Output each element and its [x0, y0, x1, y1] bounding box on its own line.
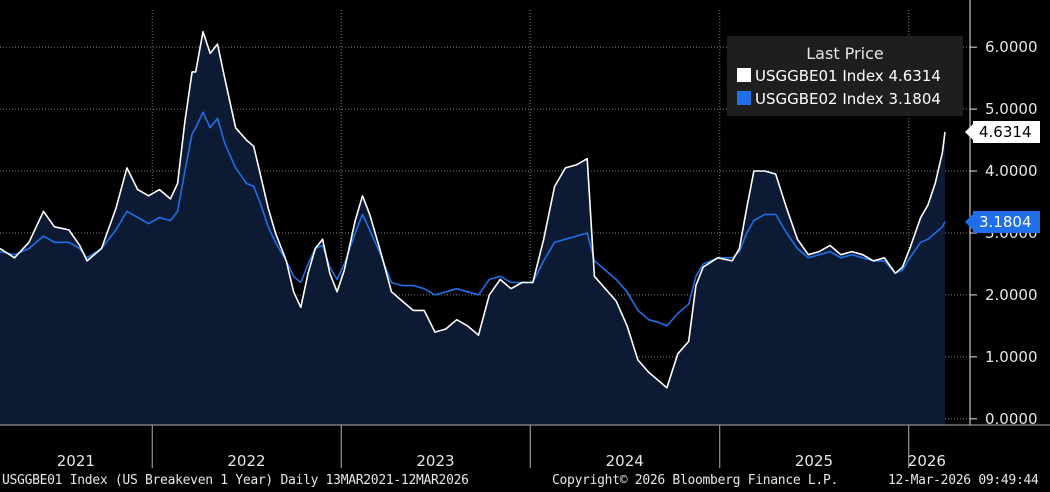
- x-tick-label: 2026: [908, 452, 946, 470]
- legend-value: 4.6314: [888, 67, 941, 85]
- axes: 2021 2022 2023 2024 2025 2026 0.0000 1.0000 2.00…: [0, 0, 1050, 470]
- legend-label: USGGBE01 Index: [755, 67, 884, 85]
- x-tick-label: 2021: [57, 452, 95, 470]
- y-tick-label: 2.0000: [985, 286, 1038, 304]
- last-value-tag-usggbe02: 3.1804: [965, 210, 1040, 233]
- y-tick-label: 6.0000: [985, 38, 1038, 56]
- x-tick-label: 2022: [227, 452, 265, 470]
- legend-label: USGGBE02 Index: [755, 90, 884, 108]
- legend: Last Price USGGBE01 Index 4.6314 USGGBE0…: [727, 36, 963, 116]
- area-under-usggbe01: [0, 31, 945, 425]
- footer-copyright: Copyright© 2026 Bloomberg Finance L.P.: [552, 473, 839, 488]
- last-value-tag-usggbe01: 4.6314: [965, 120, 1040, 143]
- y-tick-label: 5.0000: [985, 100, 1038, 118]
- series-line-usggbe02: [0, 111, 946, 327]
- area-fill: [0, 31, 945, 425]
- x-tick-label: 2024: [606, 452, 644, 470]
- legend-swatch-white: [737, 68, 751, 82]
- x-tick-label: 2025: [795, 452, 833, 470]
- y-tick-label: 0.0000: [985, 410, 1038, 428]
- y-tick-label: 1.0000: [985, 348, 1038, 366]
- legend-item-usggbe02: USGGBE02 Index 3.1804: [737, 90, 941, 108]
- legend-value: 3.1804: [888, 90, 941, 108]
- legend-title: Last Price: [806, 44, 884, 63]
- footer-description: USGGBE01 Index (US Breakeven 1 Year) Dai…: [2, 473, 469, 488]
- series-line-usggbe01: [0, 30, 946, 389]
- x-tick-label: 2023: [416, 452, 454, 470]
- legend-swatch-blue: [737, 91, 751, 105]
- footer-timestamp: 12-Mar-2026 09:49:44: [888, 473, 1039, 488]
- y-tick-label: 4.0000: [985, 162, 1038, 180]
- series-lines: [0, 30, 946, 389]
- legend-item-usggbe01: USGGBE01 Index 4.6314: [737, 67, 941, 85]
